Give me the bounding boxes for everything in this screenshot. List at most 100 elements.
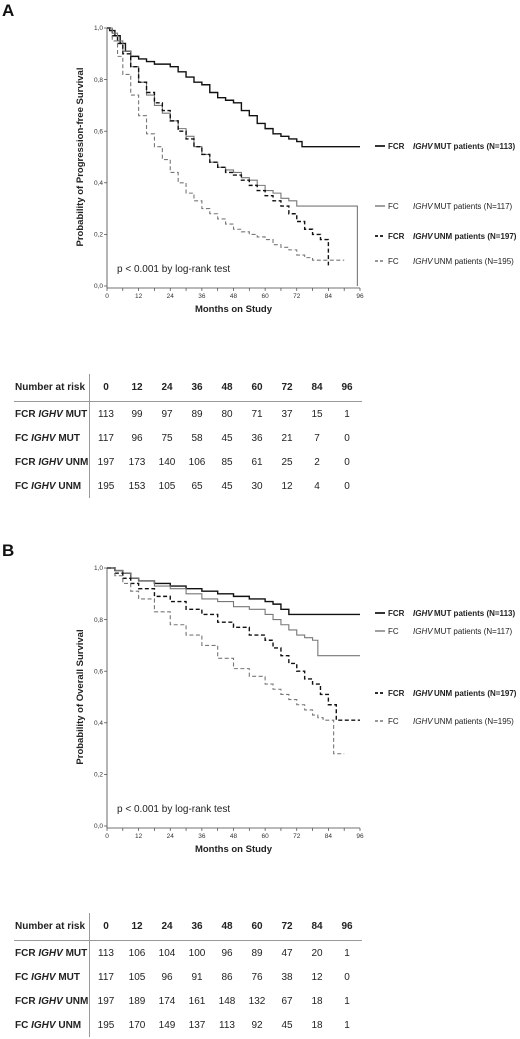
risk-cell: 113 [219, 1019, 235, 1031]
risk-row-status: UNM [62, 456, 89, 468]
risk-timepoint-a: 24 [152, 374, 182, 402]
chart-b-series-4 [107, 567, 345, 755]
risk-row-arm: FC [15, 480, 32, 492]
risk-cell: 197 [89, 450, 122, 474]
chart-b-x-tick-label: 72 [293, 833, 301, 840]
risk-cell: 61 [251, 456, 263, 468]
risk-cell: 18 [311, 995, 323, 1007]
chart-b-x-tick-label: 84 [325, 833, 333, 840]
risk-cell: 161 [188, 995, 206, 1007]
risk-row-b: FCR IGHV MUT 113 106 104 100 96 89 47 20 1 [14, 940, 362, 966]
chart-b-series-1 [107, 567, 360, 616]
risk-cell: 80 [221, 408, 233, 420]
chart-b-series-3 [107, 567, 360, 721]
risk-cell: 96 [131, 432, 143, 444]
chart-b-legend-gene-2: IGHV [413, 627, 433, 636]
chart-a-series-2 [107, 27, 358, 286]
chart-b-legend-arm-1: FCR [388, 609, 405, 618]
chart-b-y-tick-label: 0,2 [94, 772, 103, 779]
risk-row-b: FCR IGHV UNM 197 189 174 161 148 132 67 18 1 [14, 989, 362, 1013]
risk-cell: 38 [281, 971, 293, 983]
risk-cell: 0 [344, 432, 350, 444]
risk-row-a: FC IGHV MUT 117 96 75 58 45 36 21 7 0 [14, 426, 362, 450]
risk-cell: 21 [281, 432, 293, 444]
chart-a-legend-text-4: UNM patients (N=195) [434, 257, 514, 266]
risk-row-gene: IGHV [38, 456, 63, 468]
risk-row-arm: FCR [15, 995, 39, 1007]
risk-cell: 1 [344, 947, 350, 959]
risk-cell: 45 [221, 432, 233, 444]
chart-b-legend-text-1: MUT patients (N=113) [434, 609, 515, 618]
chart-a-y-tick-label: 0,0 [94, 283, 103, 290]
risk-timepoint-a: 96 [332, 374, 362, 402]
risk-cell: 65 [191, 480, 203, 492]
risk-timepoint-b: 48 [212, 913, 242, 941]
risk-timepoint-a: 0 [89, 374, 122, 402]
chart-a-legend-text-1: MUT patients (N=113) [434, 142, 515, 151]
risk-timepoint-b: 60 [242, 913, 272, 941]
panel-b-label: B [2, 541, 15, 560]
risk-row-a: FCR IGHV UNM 197 173 140 106 85 61 25 2 0 [14, 450, 362, 474]
risk-row-gene: IGHV [38, 995, 63, 1007]
risk-row-arm: FC [15, 971, 32, 983]
risk-cell: 12 [311, 971, 323, 983]
risk-row-label: FCR IGHV MUT [14, 941, 90, 966]
risk-cell: 18 [311, 1019, 323, 1031]
chart-b-x-tick-label: 24 [167, 833, 175, 840]
chart-a-series-1 [107, 27, 360, 148]
risk-cell: 2 [314, 456, 320, 468]
chart-b-pvalue-annotation: p < 0.001 by log-rank test [117, 804, 230, 815]
risk-row-label: FC IGHV MUT [14, 965, 90, 989]
risk-cell: 1 [344, 995, 350, 1007]
risk-cell: 153 [128, 480, 146, 492]
risk-timepoint-b: 12 [122, 913, 152, 941]
risk-row-b: FC IGHV MUT 117 105 96 91 86 76 38 12 0 [14, 965, 362, 989]
risk-row-label: FC IGHV UNM [14, 474, 90, 498]
risk-cell: 0 [344, 456, 350, 468]
risk-cell: 104 [158, 947, 176, 959]
chart-b-y-tick-label: 1,0 [94, 565, 103, 572]
chart-a-legend-arm-2: FC [388, 202, 399, 211]
risk-cell: 113 [89, 940, 122, 965]
risk-row-b: FC IGHV UNM 195 170 149 137 113 92 45 18 1 [14, 1013, 362, 1037]
risk-row-gene: IGHV [38, 408, 63, 420]
risk-cell: 132 [248, 995, 266, 1007]
chart-a-y-tick-label: 0,6 [94, 128, 103, 135]
risk-cell: 117 [89, 965, 122, 989]
risk-cell: 96 [221, 947, 233, 959]
risk-cell: 173 [128, 456, 146, 468]
risk-row-arm: FCR [15, 408, 39, 420]
risk-row-a: FC IGHV UNM 195 153 105 65 45 30 12 4 0 [14, 474, 362, 498]
risk-cell: 105 [158, 480, 176, 492]
risk-cell: 15 [311, 408, 323, 420]
risk-cell: 106 [188, 456, 206, 468]
chart-a-x-tick-label: 84 [325, 293, 333, 300]
risk-table-b: Number at risk 0 12 24 36 48 60 72 84 96 FCR IGHV … [14, 913, 362, 1037]
risk-row-status: MUT [55, 432, 81, 444]
risk-row-status: UNM [55, 1019, 82, 1031]
risk-timepoint-a: 12 [122, 374, 152, 402]
risk-cell: 140 [158, 456, 176, 468]
chart-b-legend-text-4: UNM patients (N=195) [434, 717, 514, 726]
chart-a-legend-arm-1: FCR [388, 142, 405, 151]
risk-cell: 30 [251, 480, 263, 492]
risk-cell: 0 [344, 480, 350, 492]
chart-b-legend-arm-3: FCR [388, 689, 405, 698]
risk-timepoint-b: 84 [302, 913, 332, 941]
risk-cell: 99 [131, 408, 143, 420]
chart-a-legend-text-3: UNM patients (N=197) [434, 232, 517, 241]
risk-cell: 1 [344, 1019, 350, 1031]
panel-a-label: A [2, 1, 15, 20]
risk-cell: 86 [221, 971, 233, 983]
chart-b-legend-gene-1: IGHV [413, 609, 433, 618]
risk-header-label-a: Number at risk [14, 374, 90, 402]
chart-b-x-tick-label: 96 [356, 833, 364, 840]
chart-b-legend-arm-2: FC [388, 627, 399, 636]
chart-b: 0,0 0,2 0,4 0,6 0,8 1,0 0 12 24 36 48 60 72 84 96 Month… [75, 565, 517, 855]
chart-b-legend-gene-4: IGHV [413, 717, 433, 726]
chart-a-legend-gene-1: IGHV [413, 142, 433, 151]
risk-row-gene: IGHV [38, 947, 63, 959]
chart-a-y-tick-label: 0,2 [94, 232, 103, 239]
risk-cell: 92 [251, 1019, 263, 1031]
risk-row-status: MUT [62, 947, 88, 959]
